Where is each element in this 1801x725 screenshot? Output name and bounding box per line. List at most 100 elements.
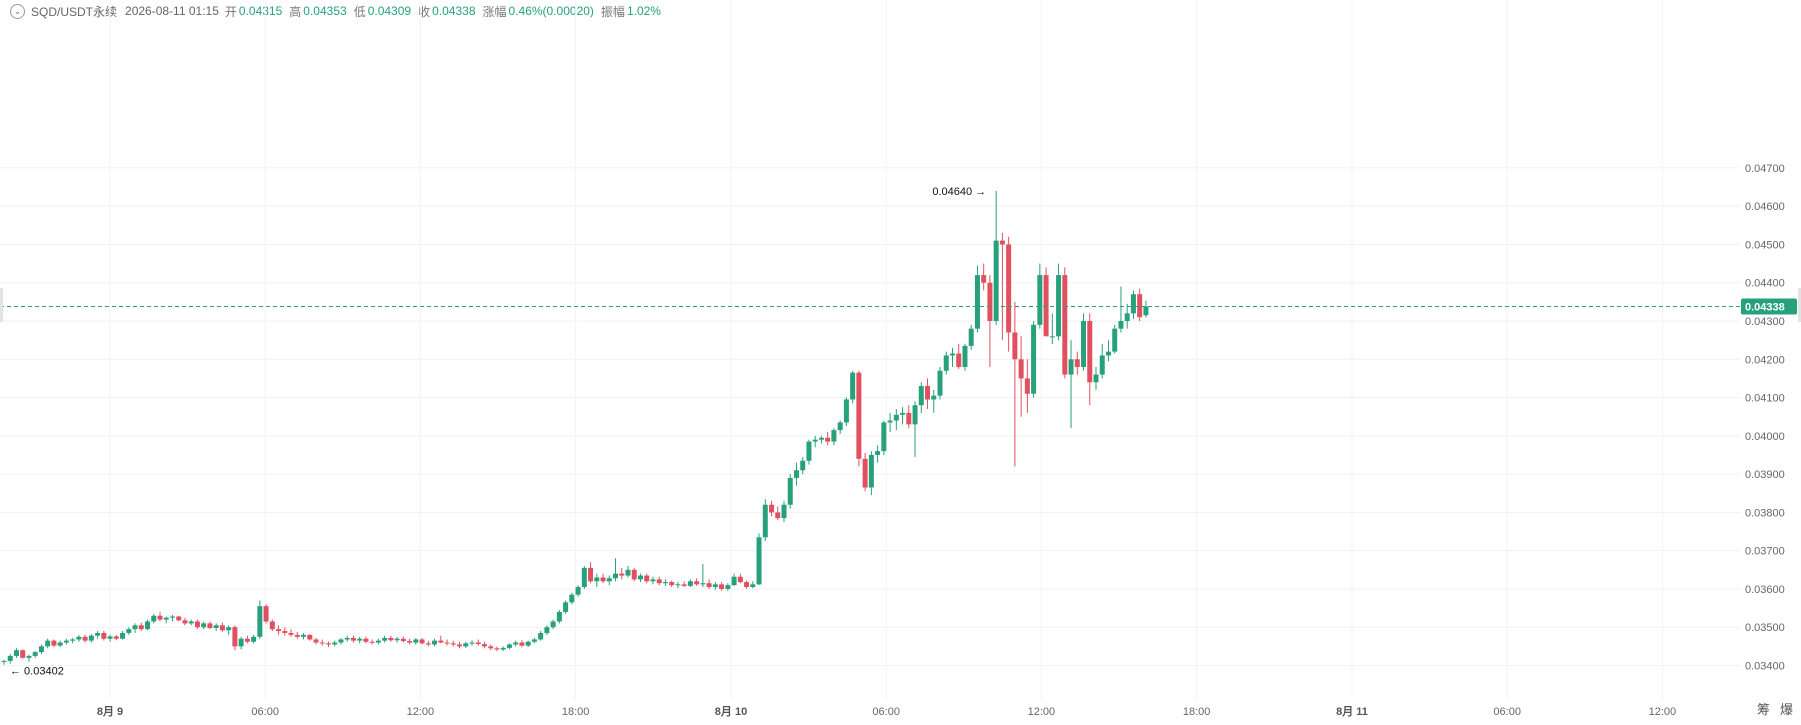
candle	[276, 625, 282, 635]
candle	[712, 582, 718, 590]
candle	[194, 619, 200, 630]
candle-body	[700, 583, 706, 585]
candle	[1006, 236, 1012, 352]
candle	[151, 613, 157, 624]
candle	[444, 639, 450, 646]
candle	[481, 641, 487, 649]
candle-body	[544, 627, 550, 633]
candle-body	[319, 642, 325, 644]
low-label: 低	[353, 4, 366, 19]
candle-body	[550, 621, 556, 628]
candle-body	[444, 642, 450, 644]
candle-body	[419, 639, 425, 644]
candle-body	[1037, 275, 1043, 325]
candle-body	[157, 615, 163, 620]
candle-body	[968, 328, 974, 346]
candle	[301, 632, 307, 640]
candle-body	[775, 512, 781, 519]
candle	[943, 351, 949, 375]
candle-body	[26, 655, 32, 658]
candle-body	[750, 584, 756, 588]
candle	[488, 644, 494, 651]
candle-body	[332, 642, 338, 645]
candle	[319, 639, 325, 646]
candle	[325, 641, 331, 648]
price-tick-label: 0.04300	[1745, 316, 1785, 328]
candle	[288, 629, 294, 637]
high-value: 0.04353	[303, 4, 347, 18]
candle-body	[301, 634, 307, 637]
current-price-badge	[1741, 298, 1797, 315]
candle	[1112, 324, 1118, 354]
candle-body	[712, 584, 718, 588]
candle	[219, 622, 225, 632]
candle-body	[931, 395, 937, 400]
candle	[313, 637, 319, 645]
time-tick-label: 12:00	[1028, 706, 1056, 718]
candle	[369, 639, 375, 645]
candle-body	[719, 584, 725, 589]
candle-body	[1018, 359, 1024, 379]
candle	[700, 564, 706, 588]
candle	[850, 370, 856, 404]
candle-body	[238, 638, 244, 647]
open-value: 0.04315	[238, 4, 283, 18]
candle-body	[357, 638, 363, 641]
right-scroll-handle[interactable]	[1798, 288, 1801, 322]
candle-body	[201, 623, 207, 628]
time-axis[interactable]: 8月 9 06:00 12:00 18:00 8月 10 06:00 12:00 18:00 8…	[97, 705, 1676, 718]
candle-body	[425, 643, 431, 645]
candle-body	[993, 240, 999, 322]
candle	[338, 637, 344, 645]
candle-body	[432, 640, 438, 645]
candle	[469, 640, 475, 646]
time-tick-label: 8月 10	[715, 705, 747, 718]
candle	[188, 619, 194, 626]
liquidation-button[interactable]: 爆	[1779, 702, 1793, 717]
candle	[731, 573, 737, 586]
left-scroll-handle[interactable]	[0, 288, 3, 322]
price-axis[interactable]: 0.03400 0.03500 0.03600 0.03700 0.03800 0.039…	[1745, 163, 1785, 673]
candle	[762, 498, 768, 542]
candle	[382, 635, 388, 643]
candle-body	[400, 638, 406, 642]
candle-body	[1024, 378, 1030, 394]
candle	[594, 573, 600, 588]
candle-body	[987, 282, 993, 322]
candle-body	[88, 635, 94, 641]
candle-body	[251, 636, 257, 642]
candle	[569, 592, 575, 605]
candle	[132, 623, 138, 633]
candle	[706, 579, 712, 589]
candle	[818, 435, 824, 444]
price-tick-label: 0.03500	[1745, 622, 1785, 634]
chip-distribution-button[interactable]: 筹	[1756, 702, 1770, 717]
chevron-down-icon[interactable]: ⌄	[10, 3, 25, 19]
close-value: 0.04338	[432, 4, 476, 18]
candle-body	[7, 655, 13, 661]
candle-body	[169, 616, 175, 618]
candle	[1024, 359, 1030, 413]
candle	[238, 636, 244, 650]
candle	[856, 370, 862, 467]
low-value: 0.04309	[367, 4, 412, 18]
close-label: 收	[418, 4, 431, 19]
candle	[307, 634, 313, 641]
candle	[88, 634, 94, 643]
candle	[344, 635, 350, 642]
candle-body	[276, 629, 282, 632]
candle	[1087, 313, 1093, 406]
candle-body	[145, 621, 151, 630]
candle	[126, 627, 132, 635]
candle	[1118, 286, 1124, 333]
candle	[400, 636, 406, 643]
candle-body	[737, 576, 743, 583]
time-tick-label: 12:00	[1649, 706, 1677, 718]
price-tick-label: 0.04200	[1745, 354, 1785, 366]
price-tick-label: 0.03900	[1745, 469, 1785, 481]
candle	[1037, 263, 1043, 329]
change-value: 0.46%(0.00020)	[508, 4, 594, 18]
candle-body	[731, 576, 737, 586]
candle	[182, 617, 188, 626]
